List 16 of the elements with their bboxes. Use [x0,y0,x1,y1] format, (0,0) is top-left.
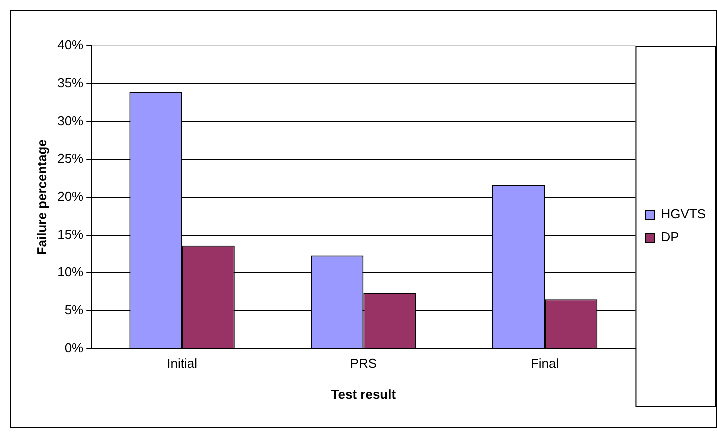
y-tick-label: 20% [58,188,84,204]
y-axis-title: Failure percentage [34,140,50,256]
y-tick-label: 15% [58,226,84,242]
legend-label: DP [661,230,680,245]
y-tick-label: 40% [58,38,84,53]
y-tick-label: 10% [58,264,84,280]
y-tick-label: 25% [58,151,84,166]
x-tick-label: Initial [167,356,198,372]
legend-label: HGVTS [661,206,706,222]
x-tick-label: Final [530,356,560,372]
y-tick-label: 5% [64,302,84,318]
y-tick-label: 0% [64,340,84,356]
y-tick-label: 35% [58,75,84,90]
x-tick-label: PRS [350,356,378,372]
y-tick-label: 30% [58,113,84,128]
x-axis-title: Test result [331,386,397,402]
